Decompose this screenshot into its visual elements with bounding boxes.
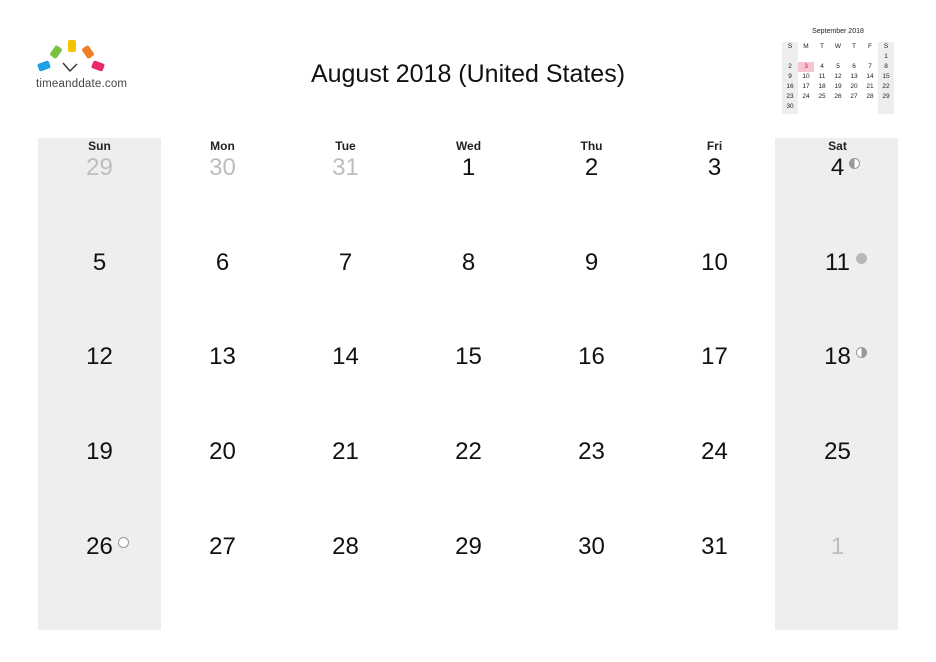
mini-day: 5 <box>836 63 840 70</box>
calendar-day: 6 <box>215 249 230 276</box>
calendar-day: 10 <box>701 249 728 276</box>
moon-first-quarter-icon <box>856 347 867 358</box>
mini-day: 1 <box>884 53 888 60</box>
mini-weekday-header: T <box>820 43 824 50</box>
calendar-day: 25 <box>824 438 851 465</box>
logo-bar-green <box>49 44 63 60</box>
saturday-column-bg <box>775 138 898 630</box>
calendar-day: 15 <box>455 343 482 370</box>
mini-day: 12 <box>834 73 842 80</box>
mini-day: 13 <box>850 73 858 80</box>
mini-day: 19 <box>834 83 842 90</box>
calendar-day: 17 <box>701 343 728 370</box>
mini-day: 25 <box>818 93 826 100</box>
mini-day: 14 <box>866 73 874 80</box>
weekday-header-sun: Sun <box>88 139 111 153</box>
calendar-day: 11 <box>825 249 850 276</box>
calendar-day: 8 <box>461 249 476 276</box>
mini-day: 9 <box>788 73 792 80</box>
calendar-day: 30 <box>209 154 236 181</box>
calendar-day: 4 <box>830 154 845 181</box>
moon-full-icon <box>118 537 129 548</box>
calendar-day: 2 <box>584 154 599 181</box>
timeanddate-logo: timeanddate.com <box>36 38 146 94</box>
calendar-day: 24 <box>701 438 728 465</box>
weekday-header-fri: Fri <box>706 139 723 153</box>
mini-calendar-next-month: September 2018 S M T W T F S 1 2 3 4 5 6 7 8 9 10 11 12 13 1… <box>782 28 894 116</box>
weekday-header-sat: Sat <box>828 139 847 153</box>
moon-last-quarter-icon <box>849 158 860 169</box>
logo-bar-pink <box>90 60 106 72</box>
mini-weekday-header: W <box>834 43 842 50</box>
calendar-day: 9 <box>584 249 599 276</box>
calendar-day: 3 <box>707 154 722 181</box>
calendar-day: 12 <box>86 343 113 370</box>
calendar-day: 13 <box>209 343 236 370</box>
mini-day: 11 <box>818 73 826 80</box>
mini-day: 24 <box>802 93 810 100</box>
calendar-day: 1 <box>830 533 845 560</box>
mini-day: 8 <box>884 63 888 70</box>
mini-day: 22 <box>882 83 890 90</box>
mini-day: 29 <box>882 93 890 100</box>
calendar-day: 22 <box>455 438 482 465</box>
calendar-day: 31 <box>332 154 359 181</box>
weekday-header-thu: Thu <box>580 139 603 153</box>
logo-bar-blue <box>36 60 52 72</box>
calendar-day: 30 <box>578 533 605 560</box>
mini-saturday-column <box>878 42 894 114</box>
mini-weekday-header: M <box>803 43 809 50</box>
calendar-day: 20 <box>209 438 236 465</box>
calendar-day: 26 <box>86 533 113 560</box>
mini-day: 18 <box>818 83 826 90</box>
weekday-header-tue: Tue <box>335 139 356 153</box>
mini-day: 30 <box>786 103 794 110</box>
clock-hands-icon <box>62 62 78 73</box>
logo-bar-yellow <box>68 40 76 52</box>
calendar-day: 29 <box>455 533 482 560</box>
mini-day: 21 <box>866 83 874 90</box>
mini-day: 2 <box>788 63 792 70</box>
mini-day: 15 <box>882 73 890 80</box>
calendar-day: 1 <box>461 154 476 181</box>
calendar-day: 28 <box>332 533 359 560</box>
mini-sunday-column <box>782 42 798 114</box>
calendar-day: 5 <box>92 249 107 276</box>
mini-weekday-header: T <box>852 43 856 50</box>
calendar-day: 7 <box>338 249 353 276</box>
calendar-day: 29 <box>86 154 113 181</box>
mini-day: 3 <box>798 62 814 72</box>
weekday-header-wed: Wed <box>455 139 482 153</box>
weekday-header-mon: Mon <box>210 139 235 153</box>
calendar-day: 19 <box>86 438 113 465</box>
mini-day: 7 <box>868 63 872 70</box>
mini-calendar-title: September 2018 <box>812 28 864 35</box>
mini-weekday-header: S <box>787 43 793 50</box>
mini-day: 16 <box>786 83 794 90</box>
mini-day: 17 <box>802 83 810 90</box>
mini-weekday-header: S <box>883 43 889 50</box>
calendar-day: 23 <box>578 438 605 465</box>
mini-day: 23 <box>786 93 794 100</box>
mini-day: 28 <box>866 93 874 100</box>
mini-day: 10 <box>802 73 810 80</box>
sunday-column-bg <box>38 138 161 630</box>
logo-text: timeanddate.com <box>36 78 128 90</box>
mini-day: 6 <box>852 63 856 70</box>
moon-new-icon <box>856 253 867 264</box>
calendar-day: 16 <box>578 343 605 370</box>
calendar-day: 31 <box>701 533 728 560</box>
calendar-day: 18 <box>824 343 851 370</box>
mini-day: 4 <box>820 63 824 70</box>
mini-day: 27 <box>850 93 858 100</box>
logo-bar-orange <box>81 44 95 60</box>
mini-weekday-header: F <box>868 43 872 50</box>
calendar-day: 27 <box>209 533 236 560</box>
mini-day: 20 <box>850 83 858 90</box>
page-title: August 2018 (United States) <box>310 60 626 88</box>
mini-day: 26 <box>834 93 842 100</box>
calendar-day: 21 <box>332 438 359 465</box>
calendar-day: 14 <box>332 343 359 370</box>
